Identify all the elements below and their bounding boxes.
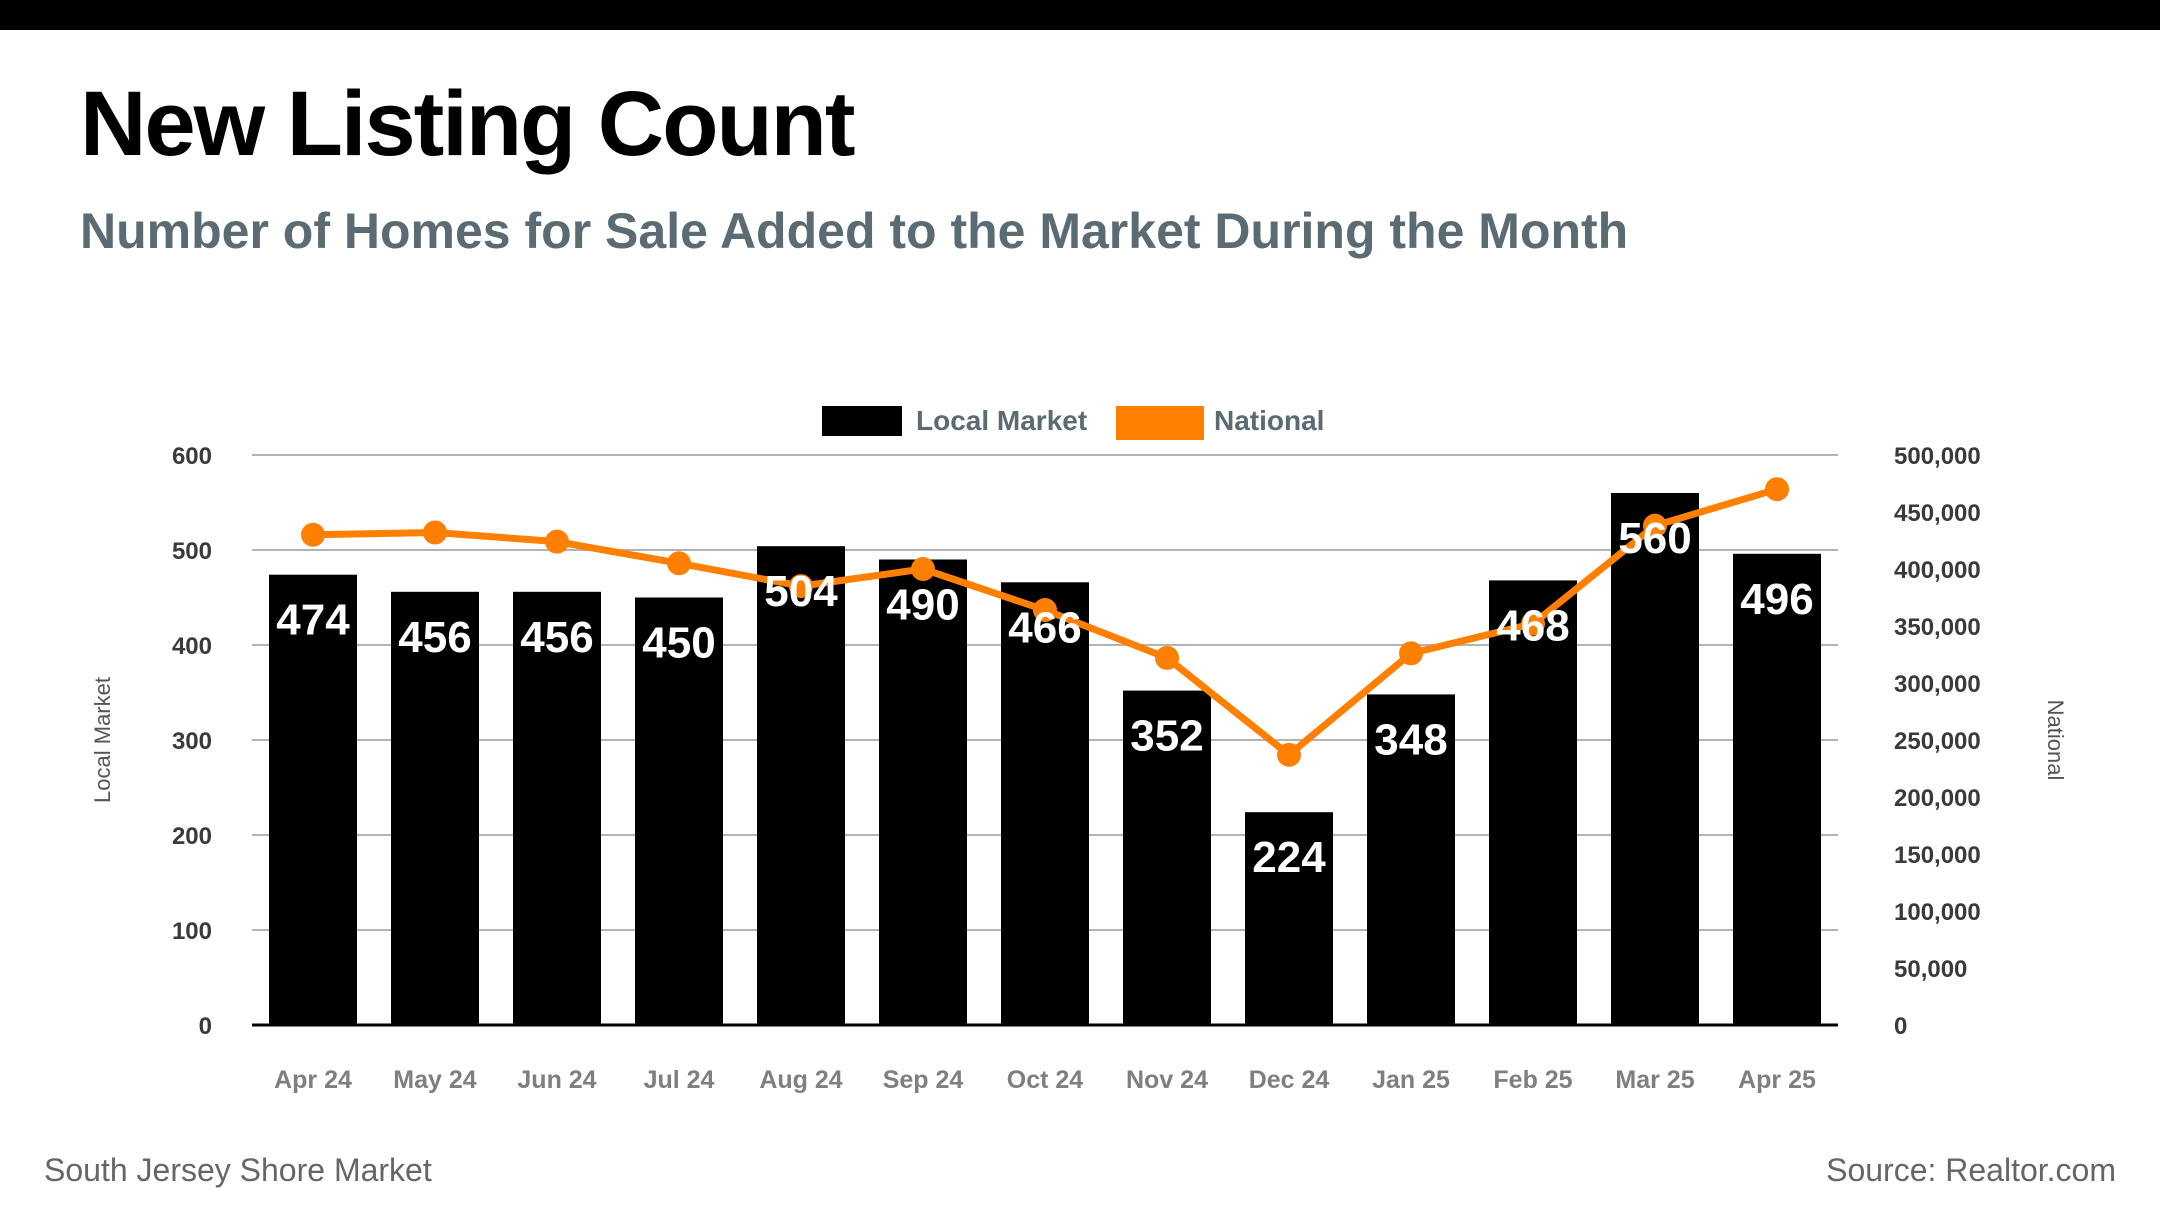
right-axis-title: National (2043, 700, 2068, 781)
bar-local-market (1001, 582, 1089, 1025)
right-tick-label: 300,000 (1894, 671, 1981, 698)
bar-local-market (1367, 694, 1455, 1025)
point-national (1155, 645, 1179, 670)
right-tick-label: 350,000 (1894, 614, 1981, 641)
bar-data-label: 348 (1374, 715, 1447, 764)
bar-local-market (1123, 690, 1211, 1025)
legend-label-local-market: Local Market (916, 405, 1087, 436)
point-national (423, 520, 447, 545)
left-tick-label: 600 (172, 443, 212, 470)
page-title: New Listing Count (80, 73, 855, 175)
bar-data-label: 474 (276, 596, 350, 645)
x-tick-label: Feb 25 (1493, 1066, 1572, 1094)
bar-data-label: 450 (642, 619, 715, 668)
bar-local-market (513, 591, 601, 1025)
bar-local-market (269, 574, 357, 1025)
x-tick-label: Jul 24 (644, 1066, 715, 1094)
page-subtitle: Number of Homes for Sale Added to the Ma… (80, 203, 1629, 259)
bar-data-label: 456 (398, 613, 471, 662)
bar-data-label: 504 (764, 567, 838, 616)
point-national (1277, 742, 1301, 767)
bar-local-market (757, 546, 845, 1025)
left-tick-label: 0 (199, 1013, 212, 1040)
right-tick-label: 100,000 (1894, 899, 1981, 926)
x-tick-label: Apr 25 (1738, 1066, 1816, 1094)
bar-local-market (1733, 553, 1821, 1025)
left-tick-label: 200 (172, 823, 212, 850)
x-tick-label: Jan 25 (1372, 1066, 1450, 1094)
bar-data-label: 496 (1740, 575, 1813, 624)
bar-data-label: 468 (1496, 601, 1569, 650)
point-national (911, 557, 935, 581)
bar-local-market (1489, 580, 1577, 1025)
bar-local-market (1611, 493, 1699, 1025)
right-tick-label: 500,000 (1894, 443, 1981, 470)
x-tick-label: May 24 (393, 1066, 476, 1094)
bar-local-market (879, 559, 967, 1025)
bar-data-label: 352 (1130, 712, 1203, 761)
source-credit: Source: Realtor.com (1826, 1152, 2116, 1188)
bar-data-label: 224 (1252, 833, 1326, 882)
right-tick-label: 450,000 (1894, 500, 1981, 527)
bar-local-market (391, 591, 479, 1025)
x-tick-label: Mar 25 (1615, 1066, 1694, 1094)
x-tick-label: Oct 24 (1007, 1066, 1084, 1094)
x-tick-label: Jun 24 (517, 1066, 596, 1094)
bar-data-label: 560 (1618, 514, 1691, 563)
right-tick-label: 0 (1894, 1013, 1907, 1040)
left-axis-title: Local Market (90, 677, 115, 803)
point-national (1643, 513, 1667, 538)
right-tick-label: 200,000 (1894, 785, 1981, 812)
point-national (1399, 641, 1423, 666)
market-name: South Jersey Shore Market (44, 1152, 432, 1188)
right-tick-label: 250,000 (1894, 728, 1981, 755)
left-tick-label: 300 (172, 728, 212, 755)
bar-local-market (1245, 812, 1333, 1025)
x-tick-label: Nov 24 (1126, 1066, 1208, 1094)
x-tick-label: Dec 24 (1249, 1066, 1330, 1094)
legend-label-national: National (1214, 405, 1324, 436)
x-tick-label: Aug 24 (759, 1066, 842, 1094)
right-tick-label: 400,000 (1894, 557, 1981, 584)
right-tick-label: 50,000 (1894, 956, 1967, 983)
top-bar (0, 0, 2160, 30)
right-tick-label: 150,000 (1894, 842, 1981, 869)
legend-swatch-national (1116, 406, 1204, 440)
point-national (1765, 477, 1789, 502)
point-national (789, 574, 813, 599)
bar-data-label: 466 (1008, 603, 1081, 652)
x-tick-label: Sep 24 (883, 1066, 964, 1094)
left-tick-label: 500 (172, 538, 212, 565)
legend-swatch-local-market (822, 406, 902, 436)
x-tick-label: Apr 24 (274, 1066, 352, 1094)
point-national (667, 551, 691, 576)
point-national (301, 522, 325, 547)
bar-data-label: 456 (520, 613, 593, 662)
bar-local-market (635, 597, 723, 1025)
left-tick-label: 100 (172, 918, 212, 945)
point-national (545, 529, 569, 554)
point-national (1521, 611, 1545, 636)
bar-data-label: 490 (886, 581, 959, 630)
left-tick-label: 400 (172, 633, 212, 660)
point-national (1033, 598, 1057, 623)
